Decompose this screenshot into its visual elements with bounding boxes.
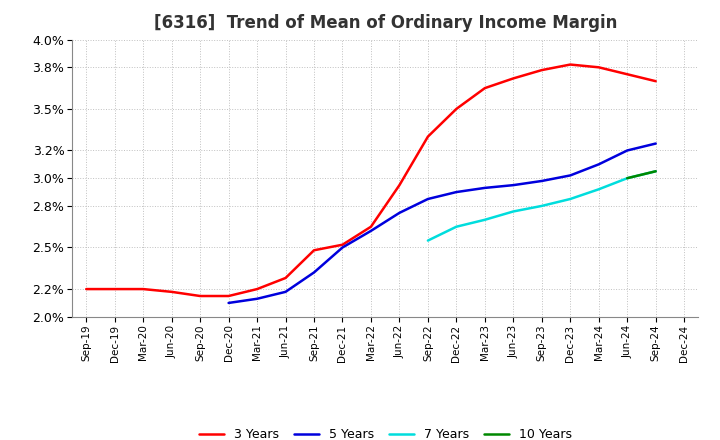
3 Years bbox=[282, 275, 290, 281]
Legend: 3 Years, 5 Years, 7 Years, 10 Years: 3 Years, 5 Years, 7 Years, 10 Years bbox=[199, 429, 572, 440]
7 Years bbox=[509, 209, 518, 214]
7 Years bbox=[537, 203, 546, 209]
7 Years bbox=[623, 176, 631, 181]
7 Years bbox=[652, 169, 660, 174]
3 Years bbox=[595, 65, 603, 70]
7 Years bbox=[566, 196, 575, 202]
Line: 7 Years: 7 Years bbox=[428, 171, 656, 241]
5 Years bbox=[338, 245, 347, 250]
3 Years bbox=[167, 289, 176, 294]
7 Years bbox=[423, 238, 432, 243]
3 Years bbox=[537, 67, 546, 73]
7 Years bbox=[595, 187, 603, 192]
3 Years bbox=[338, 242, 347, 247]
7 Years bbox=[480, 217, 489, 222]
5 Years bbox=[282, 289, 290, 294]
5 Years bbox=[310, 270, 318, 275]
3 Years bbox=[225, 293, 233, 299]
5 Years bbox=[253, 296, 261, 301]
3 Years bbox=[366, 224, 375, 229]
5 Years bbox=[509, 183, 518, 188]
5 Years bbox=[366, 228, 375, 234]
5 Years bbox=[225, 300, 233, 305]
5 Years bbox=[423, 196, 432, 202]
5 Years bbox=[537, 178, 546, 183]
3 Years bbox=[452, 106, 461, 111]
3 Years bbox=[509, 76, 518, 81]
5 Years bbox=[395, 210, 404, 216]
3 Years bbox=[196, 293, 204, 299]
3 Years bbox=[395, 183, 404, 188]
5 Years bbox=[623, 148, 631, 153]
5 Years bbox=[595, 161, 603, 167]
3 Years bbox=[423, 134, 432, 139]
5 Years bbox=[480, 185, 489, 191]
5 Years bbox=[452, 189, 461, 194]
3 Years bbox=[310, 248, 318, 253]
Line: 5 Years: 5 Years bbox=[229, 143, 656, 303]
10 Years bbox=[652, 169, 660, 174]
3 Years bbox=[652, 78, 660, 84]
3 Years bbox=[82, 286, 91, 292]
Line: 10 Years: 10 Years bbox=[627, 171, 656, 178]
Title: [6316]  Trend of Mean of Ordinary Income Margin: [6316] Trend of Mean of Ordinary Income … bbox=[153, 15, 617, 33]
Line: 3 Years: 3 Years bbox=[86, 65, 656, 296]
3 Years bbox=[623, 72, 631, 77]
3 Years bbox=[139, 286, 148, 292]
3 Years bbox=[480, 85, 489, 91]
3 Years bbox=[110, 286, 119, 292]
10 Years bbox=[623, 176, 631, 181]
3 Years bbox=[566, 62, 575, 67]
5 Years bbox=[566, 173, 575, 178]
7 Years bbox=[452, 224, 461, 229]
3 Years bbox=[253, 286, 261, 292]
5 Years bbox=[652, 141, 660, 146]
